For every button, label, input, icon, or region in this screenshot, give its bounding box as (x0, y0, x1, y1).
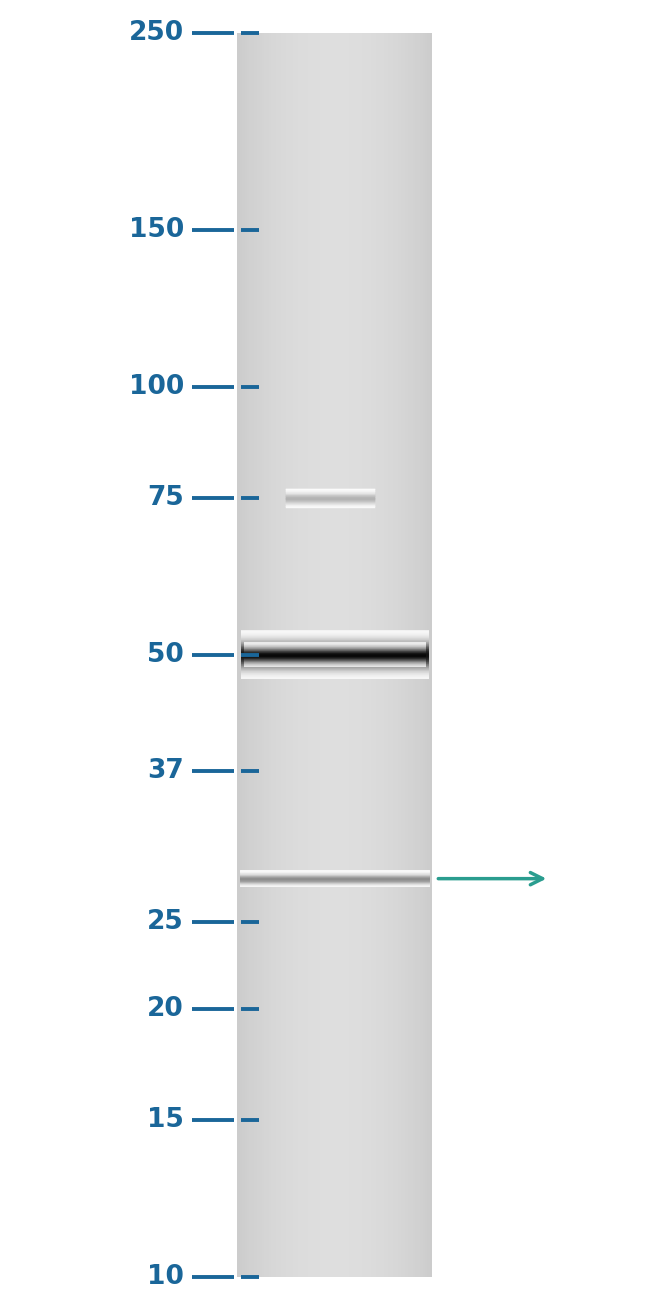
Bar (289, 32, 291, 1277)
Bar (408, 32, 410, 1277)
Bar (369, 32, 371, 1277)
Bar (371, 32, 374, 1277)
Bar (376, 32, 378, 1277)
Bar (361, 32, 364, 1277)
Bar (415, 32, 417, 1277)
Bar (420, 32, 423, 1277)
Bar (291, 32, 293, 1277)
Bar (406, 32, 408, 1277)
Bar (352, 32, 354, 1277)
Bar (389, 32, 391, 1277)
Bar (318, 32, 320, 1277)
Bar (303, 32, 306, 1277)
Bar (242, 32, 244, 1277)
Bar (428, 32, 430, 1277)
Bar (328, 32, 330, 1277)
Bar (354, 32, 357, 1277)
Bar (322, 32, 325, 1277)
Text: 25: 25 (147, 910, 184, 936)
Bar (247, 32, 250, 1277)
Bar (264, 32, 266, 1277)
Bar (335, 32, 337, 1277)
Bar (384, 32, 386, 1277)
Bar (286, 32, 289, 1277)
Bar (259, 32, 261, 1277)
Bar (306, 32, 308, 1277)
Bar (281, 32, 283, 1277)
Bar (359, 32, 361, 1277)
Bar (257, 32, 259, 1277)
Bar (422, 32, 425, 1277)
Bar (330, 32, 332, 1277)
Bar (339, 32, 342, 1277)
Bar (237, 32, 240, 1277)
Text: 75: 75 (147, 485, 184, 511)
Bar (396, 32, 398, 1277)
Bar (315, 32, 318, 1277)
Bar (374, 32, 376, 1277)
Bar (276, 32, 279, 1277)
Bar (347, 32, 349, 1277)
Text: 20: 20 (147, 996, 184, 1022)
Bar (254, 32, 257, 1277)
Bar (386, 32, 389, 1277)
Bar (252, 32, 254, 1277)
Bar (274, 32, 276, 1277)
Bar (398, 32, 400, 1277)
Bar (279, 32, 281, 1277)
Bar (344, 32, 347, 1277)
Bar (367, 32, 369, 1277)
Bar (244, 32, 247, 1277)
Bar (337, 32, 340, 1277)
Bar (320, 32, 322, 1277)
Bar (283, 32, 286, 1277)
Text: 15: 15 (147, 1106, 184, 1132)
Bar (413, 32, 415, 1277)
Bar (381, 32, 384, 1277)
Bar (313, 32, 315, 1277)
Bar (293, 32, 296, 1277)
Bar (311, 32, 313, 1277)
Bar (250, 32, 252, 1277)
Bar (378, 32, 381, 1277)
Bar (300, 32, 303, 1277)
Bar (325, 32, 328, 1277)
Bar (393, 32, 396, 1277)
Bar (272, 32, 274, 1277)
Bar (342, 32, 345, 1277)
Bar (266, 32, 269, 1277)
Bar (350, 32, 352, 1277)
Bar (261, 32, 264, 1277)
Bar (425, 32, 428, 1277)
Text: 37: 37 (147, 758, 184, 784)
Bar (357, 32, 359, 1277)
Bar (410, 32, 413, 1277)
Text: 250: 250 (129, 20, 184, 46)
Bar (296, 32, 298, 1277)
Bar (403, 32, 406, 1277)
Bar (308, 32, 311, 1277)
Bar (332, 32, 335, 1277)
Bar (391, 32, 393, 1277)
Text: 10: 10 (147, 1264, 184, 1290)
Text: 150: 150 (129, 217, 184, 243)
Text: 100: 100 (129, 373, 184, 399)
Bar (430, 32, 432, 1277)
Bar (269, 32, 272, 1277)
Bar (364, 32, 367, 1277)
Bar (240, 32, 242, 1277)
Bar (418, 32, 420, 1277)
Bar (298, 32, 300, 1277)
Bar (400, 32, 403, 1277)
Text: 50: 50 (147, 641, 184, 668)
